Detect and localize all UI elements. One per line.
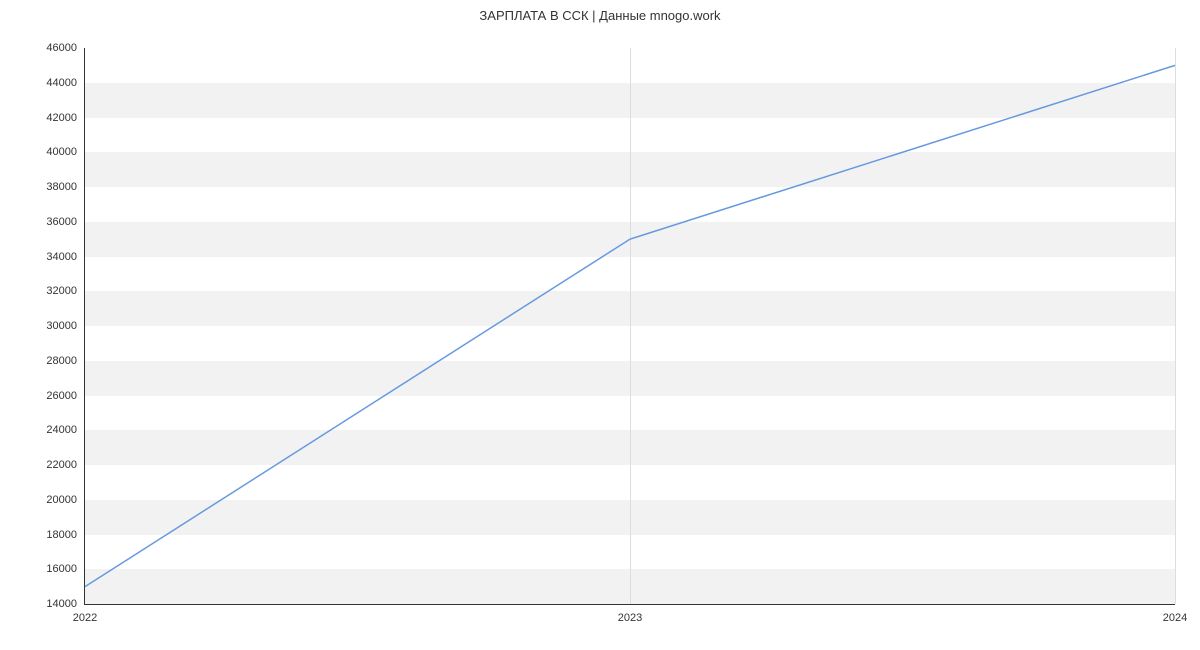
y-tick-label: 16000 <box>46 563 77 575</box>
y-tick-label: 40000 <box>46 146 77 158</box>
y-tick-label: 30000 <box>46 320 77 332</box>
plot-area: 1400016000180002000022000240002600028000… <box>84 48 1175 605</box>
y-tick-label: 20000 <box>46 494 77 506</box>
y-tick-label: 32000 <box>46 285 77 297</box>
y-tick-label: 36000 <box>46 216 77 228</box>
x-tick-label: 2024 <box>1163 612 1187 624</box>
x-gridline <box>1175 48 1176 604</box>
y-tick-label: 34000 <box>46 251 77 263</box>
series-line-salary <box>85 65 1175 586</box>
x-tick-label: 2023 <box>618 612 642 624</box>
x-tick-label: 2022 <box>73 612 97 624</box>
y-tick-label: 26000 <box>46 390 77 402</box>
y-tick-label: 38000 <box>46 181 77 193</box>
y-tick-label: 42000 <box>46 112 77 124</box>
y-tick-label: 44000 <box>46 77 77 89</box>
y-tick-label: 24000 <box>46 424 77 436</box>
y-tick-label: 18000 <box>46 529 77 541</box>
y-tick-label: 28000 <box>46 355 77 367</box>
chart-title: ЗАРПЛАТА В ССК | Данные mnogo.work <box>0 0 1200 23</box>
y-tick-label: 14000 <box>46 598 77 610</box>
y-tick-label: 46000 <box>46 42 77 54</box>
chart-container: ЗАРПЛАТА В ССК | Данные mnogo.work 14000… <box>0 0 1200 650</box>
y-tick-label: 22000 <box>46 459 77 471</box>
line-layer <box>85 48 1175 604</box>
